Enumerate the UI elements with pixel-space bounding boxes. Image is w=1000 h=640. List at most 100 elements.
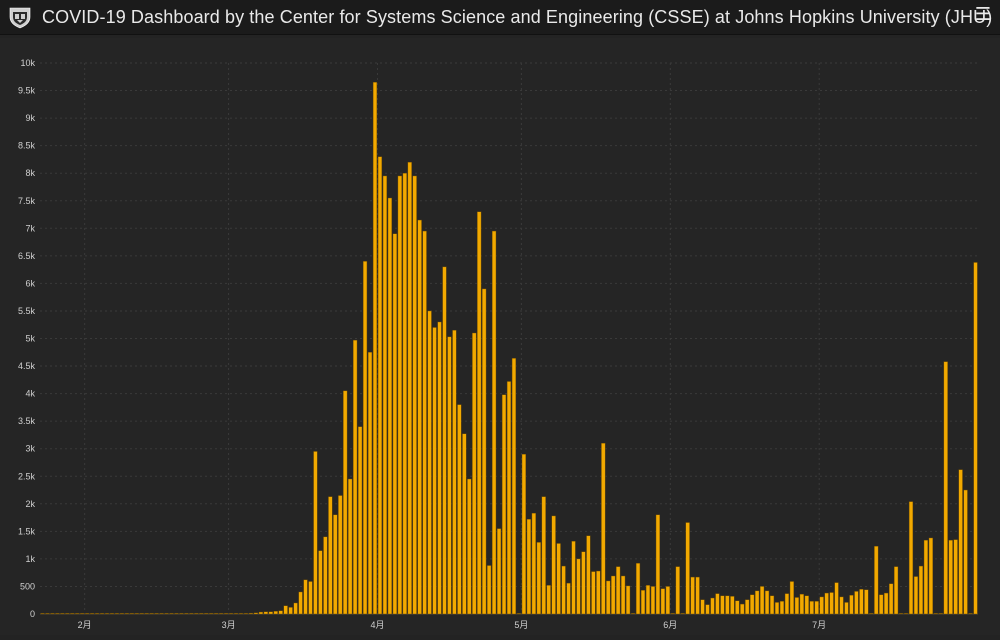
daily-bar[interactable] [700,599,705,615]
daily-bar[interactable] [581,551,586,615]
daily-bar[interactable] [606,580,611,615]
daily-bar[interactable] [839,596,844,615]
daily-bar[interactable] [174,613,179,615]
daily-bar[interactable] [204,613,209,615]
daily-bar[interactable] [561,565,566,615]
daily-bar[interactable] [943,361,948,615]
daily-bar[interactable] [809,601,814,615]
daily-bar[interactable] [784,593,789,615]
daily-bar[interactable] [764,590,770,615]
daily-bar[interactable] [442,266,447,615]
daily-bar[interactable] [129,613,134,615]
daily-bar[interactable] [477,211,482,615]
daily-bar[interactable] [109,613,115,615]
daily-bar[interactable] [779,601,785,615]
daily-bar[interactable] [75,613,80,615]
daily-bar[interactable] [358,426,363,615]
daily-bar[interactable] [576,558,581,615]
daily-bar[interactable] [898,613,904,615]
daily-bar[interactable] [427,310,432,615]
daily-bar[interactable] [933,613,938,615]
daily-bar[interactable] [854,591,859,615]
daily-bar[interactable] [710,597,715,615]
daily-bar[interactable] [139,613,144,615]
daily-bar[interactable] [541,496,546,615]
daily-bar[interactable] [184,613,189,615]
daily-bar[interactable] [243,613,249,615]
daily-bar[interactable] [348,478,353,615]
daily-bar[interactable] [690,576,695,615]
daily-bar[interactable] [214,613,219,615]
daily-bar[interactable] [953,539,958,615]
daily-bar[interactable] [318,550,323,615]
daily-bar[interactable] [65,613,70,615]
daily-bar[interactable] [511,358,517,615]
daily-bar[interactable] [670,613,675,615]
daily-bar[interactable] [824,592,829,615]
daily-bar[interactable] [844,602,849,615]
daily-bar[interactable] [601,442,606,615]
daily-bar[interactable] [626,585,631,615]
daily-bar[interactable] [338,495,343,615]
daily-bar[interactable] [387,197,392,615]
daily-bar[interactable] [422,230,427,615]
daily-bar[interactable] [437,321,442,615]
daily-bar[interactable] [750,594,755,615]
daily-bar[interactable] [50,613,55,615]
hamburger-menu-icon[interactable]: ☰ [974,4,992,24]
daily-bar[interactable] [224,613,229,615]
daily-bar[interactable] [596,570,601,615]
daily-bar[interactable] [219,613,224,615]
daily-bar[interactable] [323,536,328,615]
daily-bar[interactable] [85,613,90,615]
daily-bar[interactable] [695,576,700,615]
daily-bar[interactable] [923,539,928,615]
daily-bar[interactable] [253,612,258,615]
daily-bar[interactable] [154,613,159,615]
daily-bar[interactable] [372,82,378,615]
daily-bar[interactable] [973,262,978,615]
daily-bar[interactable] [745,599,750,615]
daily-bar[interactable] [467,478,472,615]
daily-bar[interactable] [268,611,273,615]
daily-bar[interactable] [298,591,303,615]
daily-bar[interactable] [278,610,283,615]
daily-bar[interactable] [918,565,923,615]
daily-bar[interactable] [516,613,521,615]
daily-bar[interactable] [189,613,194,615]
daily-bar[interactable] [655,514,660,615]
daily-bar[interactable] [640,590,646,615]
daily-bar[interactable] [794,597,799,615]
daily-bar[interactable] [159,613,164,615]
daily-bar[interactable] [501,394,507,615]
daily-bar[interactable] [447,336,452,615]
daily-bar[interactable] [685,522,690,615]
daily-bar[interactable] [482,288,487,615]
daily-bar[interactable] [705,604,710,615]
daily-bar[interactable] [124,613,129,615]
daily-bar[interactable] [149,613,154,615]
daily-bar[interactable] [725,595,730,615]
daily-bar[interactable] [864,589,869,615]
daily-bar[interactable] [586,535,591,615]
daily-bar[interactable] [889,583,894,615]
daily-bar[interactable] [462,433,467,615]
daily-bar[interactable] [611,575,616,615]
daily-bar[interactable] [879,594,884,615]
daily-bar[interactable] [452,330,457,615]
daily-bar[interactable] [720,595,725,615]
daily-bar[interactable] [194,613,199,615]
daily-bar[interactable] [591,571,596,615]
daily-bar[interactable] [859,589,864,615]
daily-bar[interactable] [303,579,308,615]
daily-bar[interactable] [884,592,889,615]
daily-bar[interactable] [248,612,253,615]
daily-bar[interactable] [199,613,204,615]
daily-bar[interactable] [819,596,824,615]
daily-bar[interactable] [179,613,184,615]
daily-bar[interactable] [804,595,809,615]
daily-bar[interactable] [774,602,780,615]
daily-bar[interactable] [894,566,899,615]
daily-bar[interactable] [343,390,348,615]
daily-bar[interactable] [715,593,720,615]
